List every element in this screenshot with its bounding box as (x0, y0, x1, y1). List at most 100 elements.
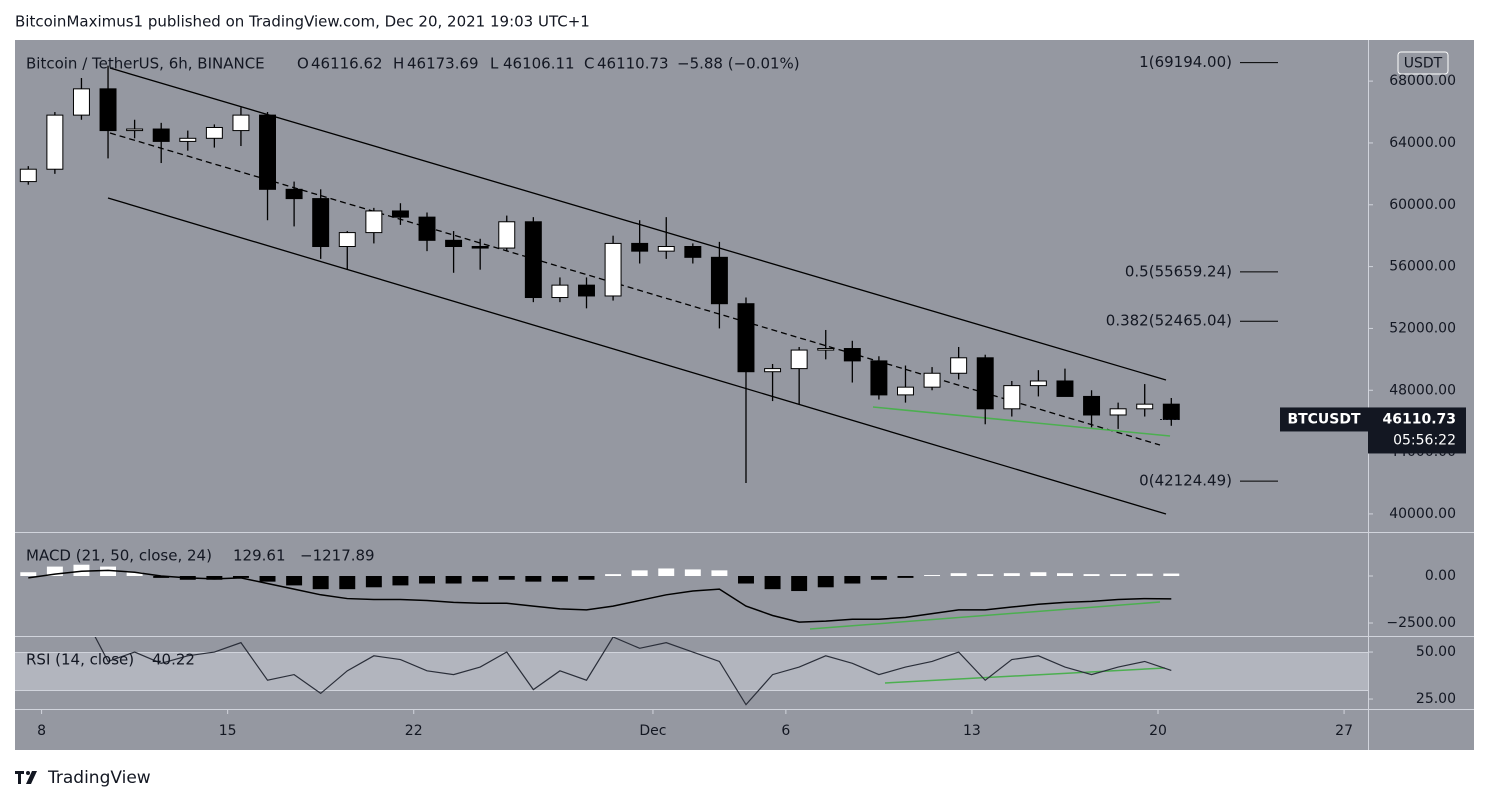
macd-title: MACD (21, 50, close, 24) (26, 547, 212, 565)
macd-trendline (809, 601, 1161, 630)
fib-label: 0.5(55659.24) (1125, 262, 1232, 280)
candle-body (46, 114, 64, 170)
histogram-bar (897, 576, 914, 578)
rsi-trendline (884, 667, 1166, 684)
histogram-bar (1003, 573, 1020, 577)
x-tick-label: 22 (405, 723, 423, 739)
candle-body (817, 348, 835, 351)
x-tick-label: 15 (219, 723, 237, 739)
y-tick-label: 40000.00 (1389, 506, 1456, 522)
legend-c-label: C (584, 55, 594, 73)
legend-h: 46173.69 (407, 55, 479, 73)
candle-body (418, 216, 436, 241)
candle-body (1136, 403, 1154, 410)
x-tick-label: 13 (963, 723, 981, 739)
histogram-bar (46, 566, 63, 577)
legend-o-label: O (297, 55, 309, 73)
legend-symbol: Bitcoin / TetherUS, 6h, BINANCE (26, 55, 265, 73)
legend-change: −5.88 (−0.01%) (677, 55, 800, 73)
histogram-bar (791, 576, 808, 592)
histogram-bar (870, 576, 887, 580)
candle-body (578, 284, 595, 297)
candle-body (179, 137, 197, 142)
histogram-bar (445, 576, 462, 584)
rsi-pane (94, 637, 1172, 706)
histogram-bar (551, 576, 568, 582)
legend-l-label: L (490, 55, 499, 73)
y-tick-label: 60000.00 (1389, 197, 1456, 213)
histogram-bar (100, 566, 117, 577)
currency: USDT (1404, 56, 1443, 72)
histogram-bar (472, 576, 489, 582)
y-tick-label: 56000.00 (1389, 259, 1456, 275)
histogram-bar (1136, 573, 1153, 577)
histogram-bar (977, 574, 994, 577)
candle-body (923, 372, 941, 388)
candle-body (498, 221, 516, 249)
candle-body (471, 246, 489, 249)
y-tick-label: −2500.00 (1386, 615, 1456, 631)
histogram-bar (817, 576, 834, 588)
histogram-bar (153, 576, 170, 578)
histogram-bar (419, 576, 435, 584)
candle-body (152, 128, 170, 142)
x-tick-label: 27 (1335, 723, 1353, 739)
y-tick-label: 64000.00 (1389, 135, 1456, 151)
candle-body (684, 246, 702, 258)
candle-body (285, 188, 303, 200)
candle-body (657, 246, 675, 252)
macd-value: −1217.89 (300, 547, 375, 565)
histogram-bar (658, 568, 675, 577)
histogram-bar (286, 576, 303, 586)
x-tick-label: 6 (781, 723, 790, 739)
y-tick-label: 50.00 (1416, 644, 1456, 660)
last-price-box (1368, 407, 1466, 454)
x-tick-label: Dec (639, 723, 666, 739)
histogram-bar (1030, 572, 1047, 577)
rsi-value: 40.22 (152, 651, 195, 669)
candle-body (790, 349, 808, 370)
histogram-bar (1163, 573, 1180, 577)
candle-body (99, 88, 117, 132)
y-tick-label: 0.00 (1425, 568, 1456, 584)
candle-body (1056, 380, 1074, 397)
macd-value: 129.61 (233, 547, 286, 565)
histogram-bar (738, 576, 754, 584)
histogram-bar (711, 570, 728, 577)
candle-body (365, 210, 383, 234)
histogram-bar (73, 564, 90, 577)
candle-body (843, 348, 861, 362)
candle-body (391, 210, 409, 218)
candle-body (950, 357, 968, 374)
histogram-bar (1083, 574, 1100, 577)
x-tick-label: 8 (37, 723, 46, 739)
candle-body (551, 284, 569, 299)
legend-h-label: H (393, 55, 404, 73)
price-pane (19, 65, 1180, 484)
legend-c: 46110.73 (597, 55, 669, 73)
histogram-bar (631, 570, 648, 577)
pane-separators (15, 40, 1474, 750)
histogram-bar (844, 576, 861, 584)
candle-body (1003, 385, 1021, 410)
fib-label: 1(69194.00) (1139, 53, 1232, 71)
candle-body (1109, 408, 1127, 416)
histogram-bar (605, 574, 622, 577)
legend-o: 46116.62 (311, 55, 383, 73)
y-tick-label: 48000.00 (1389, 382, 1456, 398)
y-tick-label: 68000.00 (1389, 73, 1456, 89)
currency-box (1397, 51, 1449, 75)
rsi-line (94, 637, 1172, 706)
x-tick-label: 20 (1149, 723, 1167, 739)
publish-header: BitcoinMaximus1 published on TradingView… (15, 13, 590, 31)
macd-pane (20, 564, 1180, 623)
macd-line (28, 569, 1172, 623)
candle-body (338, 232, 356, 248)
candle-body (1029, 380, 1047, 387)
footer-brand: TradingView (47, 768, 151, 788)
candle-body (19, 168, 37, 183)
histogram-bar (365, 576, 382, 588)
fib-label: 0.382(52465.04) (1106, 312, 1232, 330)
axes: 81522Dec613202740000.0044000.0048000.005… (37, 53, 1466, 739)
